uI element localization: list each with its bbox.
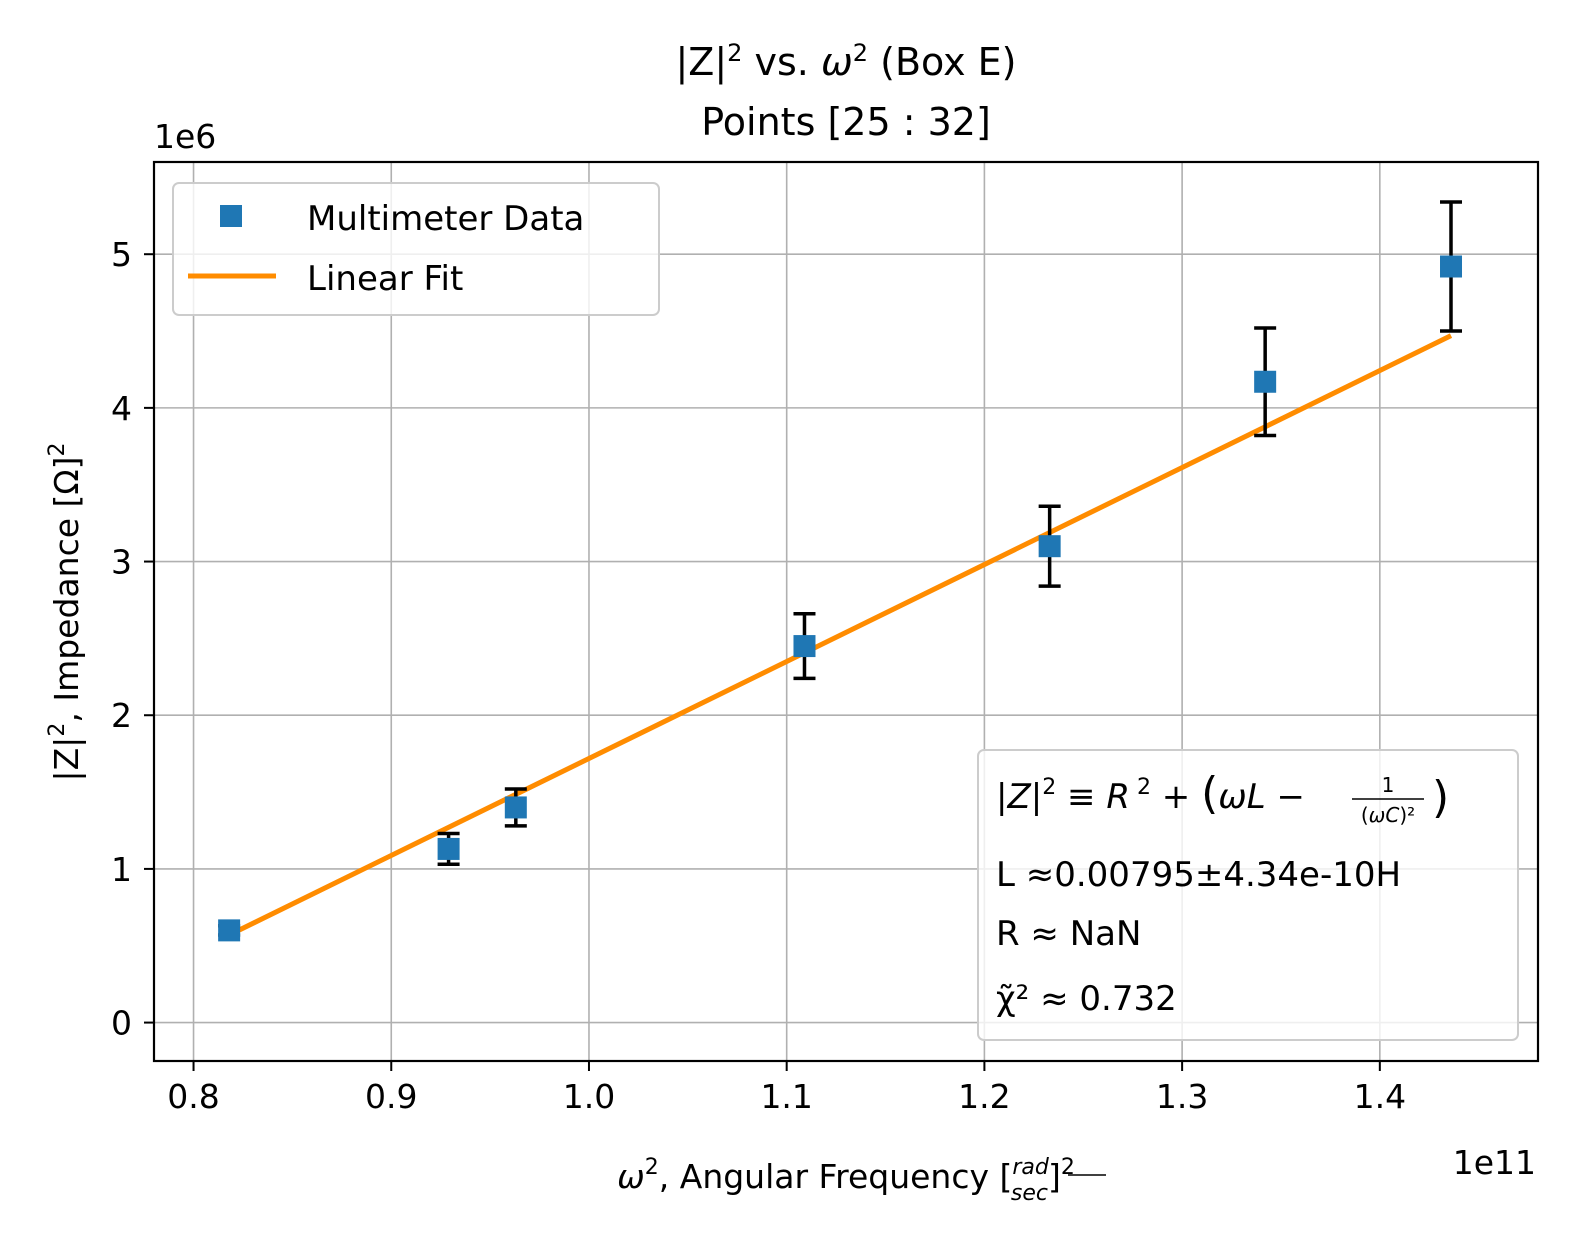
data-point [218, 919, 241, 942]
y-tick-label: 4 [111, 389, 132, 428]
plot-frame [152, 160, 1540, 1063]
x-tick-label: 1.2 [958, 1077, 1010, 1116]
x-tick-label: 0.8 [167, 1077, 219, 1116]
annotation-L: L ≈0.00795±4.34e-10H [996, 855, 1401, 895]
grid-lines [154, 162, 1538, 1061]
legend-label-multimeter: Multimeter Data [307, 199, 584, 239]
data-point [437, 837, 460, 860]
chart-title-line1: |Z|2 vs. ω2 (Box E) [675, 39, 1016, 85]
x-tick-label: 1.1 [760, 1077, 812, 1116]
y-axis-ticks: 0 1 2 3 4 5 [111, 235, 154, 1043]
y-tick-label: 1 [111, 850, 132, 889]
x-tick-label: 0.9 [365, 1077, 417, 1116]
annotation-equation: |Z|2 ≡ R 2 + (ωL − [996, 768, 1305, 819]
x-axis-ticks: 0.8 0.9 1.0 1.1 1.2 1.3 1.4 [167, 1061, 1406, 1116]
multimeter-data-series [218, 200, 1463, 942]
annotation-fraction-numerator: 1 [1382, 773, 1395, 797]
annotation-box [977, 749, 1519, 1041]
y-tick-label: 0 [111, 1004, 132, 1043]
x-axis-label: ω2, Angular Frequency [rad sec]2 [617, 1155, 1075, 1206]
data-point [793, 635, 816, 658]
linear-fit-series [228, 333, 1453, 938]
y-tick-label: 2 [111, 696, 132, 735]
legend-marker-multimeter [220, 205, 242, 227]
data-point [1440, 255, 1463, 278]
annotation-close-paren: ) [1432, 772, 1449, 823]
annotation-fraction-denominator: (ωC)² [1361, 803, 1415, 827]
x-offset-text: 1e11 [1453, 1143, 1536, 1182]
annotation-chi: χ̃² ≈ 0.732 [996, 979, 1177, 1019]
legend-label-linear-fit: Linear Fit [307, 259, 463, 299]
x-tick-label: 1.3 [1156, 1077, 1208, 1116]
x-tick-label: 1.4 [1354, 1077, 1406, 1116]
y-tick-label: 5 [111, 235, 132, 274]
fit-annotation: |Z|2 ≡ R 2 + (ωL − 1 (ωC)² ) L ≈0.00795±… [977, 749, 1519, 1041]
data-point [504, 796, 527, 819]
chart-title-line2: Points [25 : 32] [701, 100, 991, 144]
annotation-R: R ≈ NaN [996, 914, 1141, 954]
legend-box [172, 182, 660, 316]
data-point [1038, 535, 1061, 558]
linear-fit-line [228, 333, 1453, 938]
legend: Multimeter Data Linear Fit [172, 182, 660, 316]
data-point [1254, 370, 1277, 393]
x-tick-label: 1.0 [563, 1077, 615, 1116]
y-offset-text: 1e6 [154, 117, 216, 156]
y-axis-label: |Z|2, Impedance [Ω]2 [45, 443, 86, 782]
y-tick-label: 3 [111, 543, 132, 582]
